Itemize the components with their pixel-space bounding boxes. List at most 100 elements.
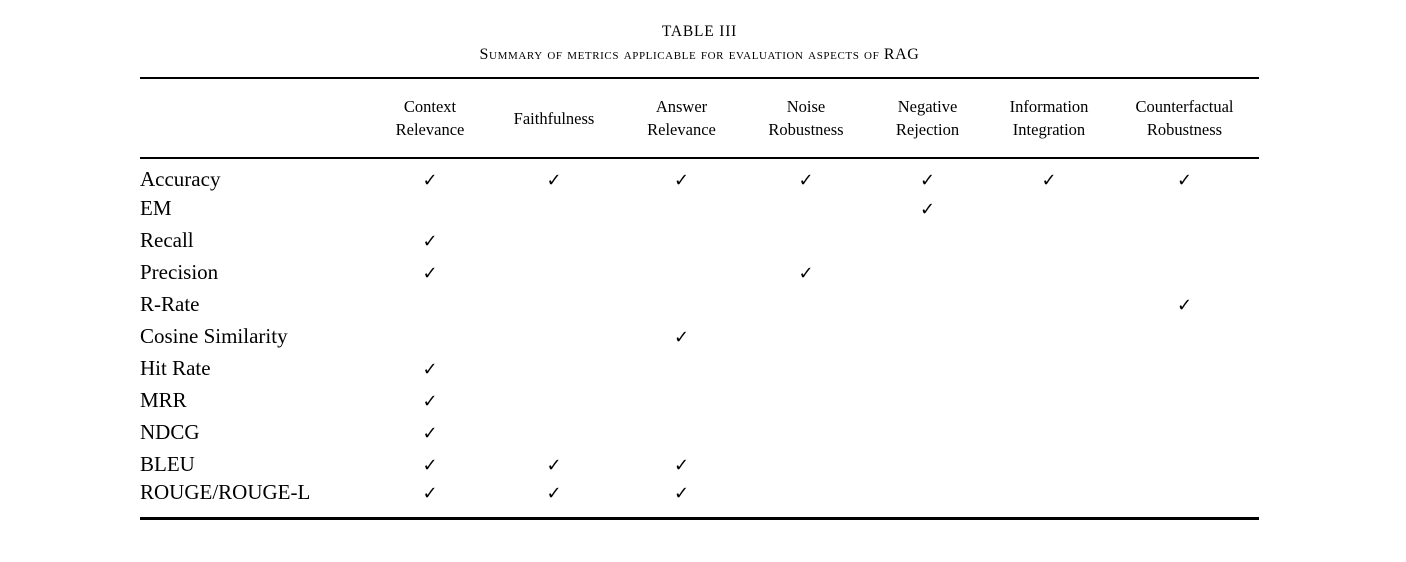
metric-row-label: MRR <box>140 387 187 412</box>
empty-cell <box>1110 384 1259 416</box>
check-mark-icon: ✓ <box>422 262 438 284</box>
empty-cell <box>1110 192 1259 224</box>
column-header-faithfulness: Faithfulness <box>490 78 618 159</box>
check-cell: ✓ <box>490 480 618 519</box>
empty-cell <box>1110 480 1259 519</box>
check-cell: ✓ <box>618 480 745 519</box>
table-row: Hit Rate ✓ <box>140 352 1259 384</box>
table-caption: TABLE III Summary of metrics applicable … <box>140 23 1259 66</box>
check-cell: ✓ <box>370 352 490 384</box>
empty-cell <box>1110 448 1259 480</box>
check-mark-icon: ✓ <box>422 230 438 252</box>
empty-cell <box>988 192 1110 224</box>
check-cell: ✓ <box>867 158 988 192</box>
empty-cell <box>370 288 490 320</box>
empty-cell <box>490 320 618 352</box>
metric-row-label: Recall <box>140 227 194 252</box>
empty-cell <box>618 256 745 288</box>
empty-cell <box>1110 224 1259 256</box>
empty-cell <box>745 384 867 416</box>
check-mark-icon: ✓ <box>1176 294 1193 316</box>
metric-row-label: EM <box>140 195 172 220</box>
check-mark-icon: ✓ <box>422 390 438 412</box>
check-cell: ✓ <box>618 320 745 352</box>
empty-cell <box>490 192 618 224</box>
table-row: Recall ✓ <box>140 224 1259 256</box>
empty-cell <box>490 256 618 288</box>
check-cell: ✓ <box>370 256 490 288</box>
check-cell: ✓ <box>1110 158 1259 192</box>
check-mark-icon: ✓ <box>422 483 438 504</box>
empty-cell <box>1110 416 1259 448</box>
check-mark-icon: ✓ <box>919 170 936 191</box>
metric-row-label: Precision <box>140 259 219 284</box>
metric-row-label: ROUGE/ROUGE-L <box>140 480 311 504</box>
empty-cell <box>867 288 988 320</box>
table-row: EM ✓ <box>140 192 1259 224</box>
check-cell: ✓ <box>618 448 745 480</box>
empty-cell <box>988 384 1110 416</box>
check-mark-icon: ✓ <box>798 170 814 191</box>
empty-cell <box>370 192 490 224</box>
check-mark-icon: ✓ <box>546 483 562 504</box>
column-header-noise-robustness: Noise Robustness <box>745 78 867 159</box>
empty-cell <box>988 448 1110 480</box>
table-row: ROUGE/ROUGE-L ✓ ✓ ✓ <box>140 480 1259 519</box>
empty-cell <box>867 320 988 352</box>
check-cell: ✓ <box>1110 288 1259 320</box>
empty-cell <box>618 352 745 384</box>
empty-cell <box>370 320 490 352</box>
table-number: TABLE III <box>661 23 738 40</box>
check-mark-icon: ✓ <box>422 358 438 380</box>
column-header-counterfactual-robustness: Counterfactual Robustness <box>1110 78 1259 159</box>
table-block: TABLE III Summary of metrics applicable … <box>140 0 1259 520</box>
empty-cell <box>490 352 618 384</box>
check-cell: ✓ <box>370 480 490 519</box>
empty-cell <box>618 288 745 320</box>
column-header-negative-rejection: Negative Rejection <box>867 78 988 159</box>
metric-row-label: Cosine Similarity <box>140 323 288 348</box>
check-mark-icon: ✓ <box>673 170 690 191</box>
metric-row-label: BLEU <box>140 451 195 476</box>
empty-cell <box>1110 256 1259 288</box>
table-body: Accuracy ✓ ✓ ✓ ✓ ✓ ✓ ✓ EM ✓ Recall ✓ Precision ✓ ✓ R-Ra… <box>140 158 1259 519</box>
check-mark-icon: ✓ <box>546 170 562 191</box>
check-mark-icon: ✓ <box>546 454 562 476</box>
check-cell: ✓ <box>618 158 745 192</box>
check-mark-icon: ✓ <box>798 262 814 284</box>
table-row: Precision ✓ ✓ <box>140 256 1259 288</box>
empty-cell <box>618 224 745 256</box>
column-header-information-integration: Information Integration <box>988 78 1110 159</box>
empty-cell <box>1110 352 1259 384</box>
table-row: NDCG ✓ <box>140 416 1259 448</box>
table-row: Cosine Similarity ✓ <box>140 320 1259 352</box>
check-mark-icon: ✓ <box>422 454 438 476</box>
check-mark-icon: ✓ <box>919 198 936 220</box>
table-row: Accuracy ✓ ✓ ✓ ✓ ✓ ✓ ✓ <box>140 158 1259 192</box>
empty-cell <box>745 288 867 320</box>
header-row: Context Relevance Faithfulness Answer Re… <box>140 78 1259 159</box>
metric-row-label: NDCG <box>140 419 200 444</box>
table-title: Summary of metrics applicable for evalua… <box>479 46 920 63</box>
check-cell: ✓ <box>370 224 490 256</box>
table-row: BLEU ✓ ✓ ✓ <box>140 448 1259 480</box>
check-cell: ✓ <box>745 158 867 192</box>
column-header-metric <box>140 78 370 159</box>
metrics-table: Context Relevance Faithfulness Answer Re… <box>140 77 1259 520</box>
empty-cell <box>988 416 1110 448</box>
check-mark-icon: ✓ <box>422 422 438 444</box>
empty-cell <box>988 480 1110 519</box>
empty-cell <box>867 256 988 288</box>
empty-cell <box>988 224 1110 256</box>
empty-cell <box>618 192 745 224</box>
empty-cell <box>867 448 988 480</box>
metric-row-label: R-Rate <box>140 291 200 316</box>
empty-cell <box>867 384 988 416</box>
empty-cell <box>745 352 867 384</box>
empty-cell <box>988 256 1110 288</box>
check-cell: ✓ <box>370 384 490 416</box>
empty-cell <box>745 224 867 256</box>
empty-cell <box>867 352 988 384</box>
table-row: MRR ✓ <box>140 384 1259 416</box>
